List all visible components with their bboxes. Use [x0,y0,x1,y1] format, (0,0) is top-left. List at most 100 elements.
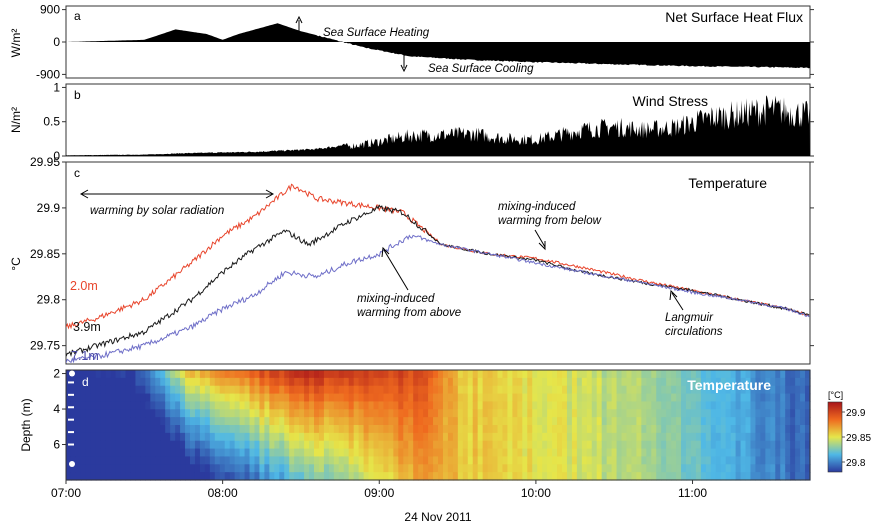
heatmap-cell [264,377,270,387]
heatmap-cell [581,401,588,410]
heatmap-cell [695,472,702,481]
heatmap-cell [145,432,151,442]
heatmap-cell [224,456,231,465]
heatmap-cell [621,393,628,403]
heatmap-cell [214,472,221,481]
heatmap-cell [681,393,687,403]
panel-c-title: Temperature [688,175,767,191]
warming-below-annotation-line2: warming from below [498,215,602,227]
heatmap-cell [333,377,340,387]
heatmap-cell [720,432,727,442]
heatmap-cell [403,432,409,442]
heatmap-cell [259,464,265,473]
heatmap-cell [542,377,548,387]
heatmap-cell [512,464,518,473]
heatmap-cell [537,448,543,458]
heatmap-cell [299,377,305,387]
heatmap-cell [135,370,141,379]
heatmap-cell [224,440,231,450]
heatmap-cell [755,425,761,434]
heatmap-cell [224,401,231,410]
heatmap-cell [66,425,72,434]
heatmap-cell [705,440,712,450]
heatmap-cell [408,472,414,481]
heatmap-cell [175,464,181,473]
heatmap-cell [373,393,380,403]
heatmap-cell [383,385,389,395]
heatmap-cell [581,456,588,465]
heatmap-cell [80,464,87,473]
heatmap-cell [348,385,355,395]
heatmap-cell [780,464,786,473]
heatmap-cell [279,377,285,387]
heatmap-cell [75,425,82,434]
heatmap-cell [671,393,677,403]
heatmap-cell [616,440,623,450]
heatmap-cell [606,472,613,481]
heatmap-cell [735,401,742,410]
heatmap-cell [527,377,533,387]
heatmap-cell [323,417,330,426]
heatmap-cell [353,432,360,442]
heatmap-cell [507,472,513,481]
heatmap-cell [110,409,117,418]
heatmap-cell [502,448,509,458]
heatmap-cell [165,425,171,434]
heatmap-cell [259,417,265,426]
heatmap-cell [557,385,563,395]
heatmap-cell [507,425,513,434]
heatmap-cell [428,448,434,458]
heatmap-cell [299,401,305,410]
heatmap-cell [338,370,345,379]
heatmap-cell [666,464,672,473]
heatmap-cell [457,377,464,387]
heatmap-cell [234,448,241,458]
heatmap-cell [328,440,335,450]
heatmap-cell [170,377,176,387]
heatmap-cell [606,370,613,379]
heatmap-cell [720,472,727,481]
heatmap-cell [656,370,662,379]
heatmap-cell [557,401,563,410]
heatmap-cell [700,432,707,442]
heatmap-cell [95,464,102,473]
heatmap-cell [284,417,290,426]
heatmap-cell [676,370,682,379]
heatmap-cell [368,472,375,481]
heatmap-cell [715,432,722,442]
heatmap-cell [244,464,251,473]
heatmap-cell [457,401,464,410]
heatmap-cell [537,370,543,379]
solar-radiation-arrow [79,189,275,199]
heatmap-cell [750,370,757,379]
heatmap-cell [393,425,399,434]
heatmap-cell [264,448,270,458]
heatmap-cell [393,456,399,465]
heatmap-cell [591,432,598,442]
heatmap-cell [671,448,677,458]
heatmap-cell [562,417,568,426]
heatmap-cell [110,456,117,465]
heatmap-cell [730,409,737,418]
heatmap-cell [254,370,261,379]
heatmap-cell [576,464,583,473]
heatmap-cell [492,409,499,418]
heatmap-cell [690,464,697,473]
heatmap-cell [785,432,791,442]
heatmap-cell [591,472,598,481]
heatmap-cell [353,385,360,395]
heatmap-cell [398,417,404,426]
heatmap-cell [760,385,766,395]
heatmap-cell [690,377,697,387]
heatmap-cell [646,393,652,403]
heatmap-cell [571,370,578,379]
heatmap-cell [502,377,509,387]
heatmap-cell [507,464,513,473]
heatmap-cell [775,409,781,418]
heatmap-cell [199,377,206,387]
heatmap-cell [209,393,216,403]
heatmap-cell [537,377,543,387]
heatmap-cell [120,432,127,442]
heatmap-cell [314,432,320,442]
heatmap-cell [666,425,672,434]
